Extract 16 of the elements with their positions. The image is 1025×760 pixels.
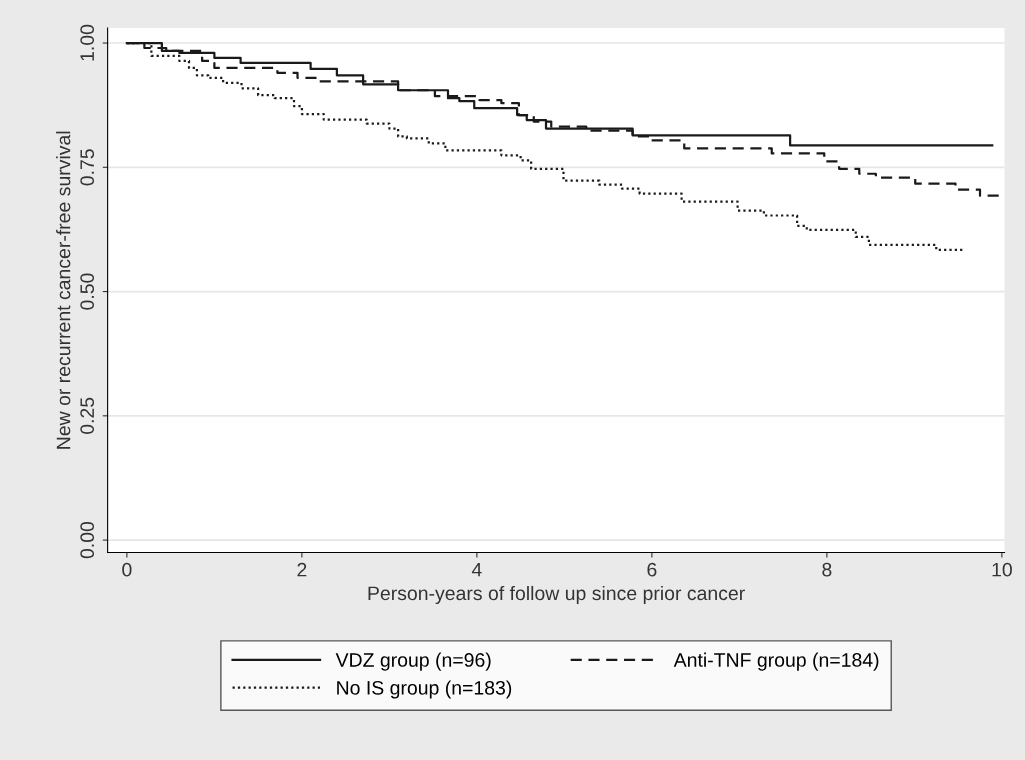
y-tick-label: 0.00 (80, 521, 95, 559)
y-tick-label: 1.00 (80, 24, 95, 61)
x-axis-title: Person-years of follow up since prior cancer (368, 585, 745, 605)
legend-label: Anti-TNF group (n=184) (673, 652, 879, 671)
y-tick-label: 0.50 (80, 273, 95, 310)
legend-label: No IS group (n=183) (337, 680, 512, 699)
x-tick-label: 0 (122, 562, 132, 577)
y-axis-title: New or recurrent cancer-free survival (56, 131, 71, 449)
y-tick-label: 0.25 (80, 397, 95, 434)
x-tick-label: 4 (471, 562, 482, 577)
x-tick-label: 10 (992, 562, 1012, 577)
y-tick-label: 0.75 (80, 149, 95, 186)
legend-label: VDZ group (n=96) (335, 652, 491, 671)
x-tick-label: 8 (822, 562, 832, 577)
x-tick-label: 6 (647, 562, 657, 577)
x-tick-label: 2 (297, 562, 307, 577)
